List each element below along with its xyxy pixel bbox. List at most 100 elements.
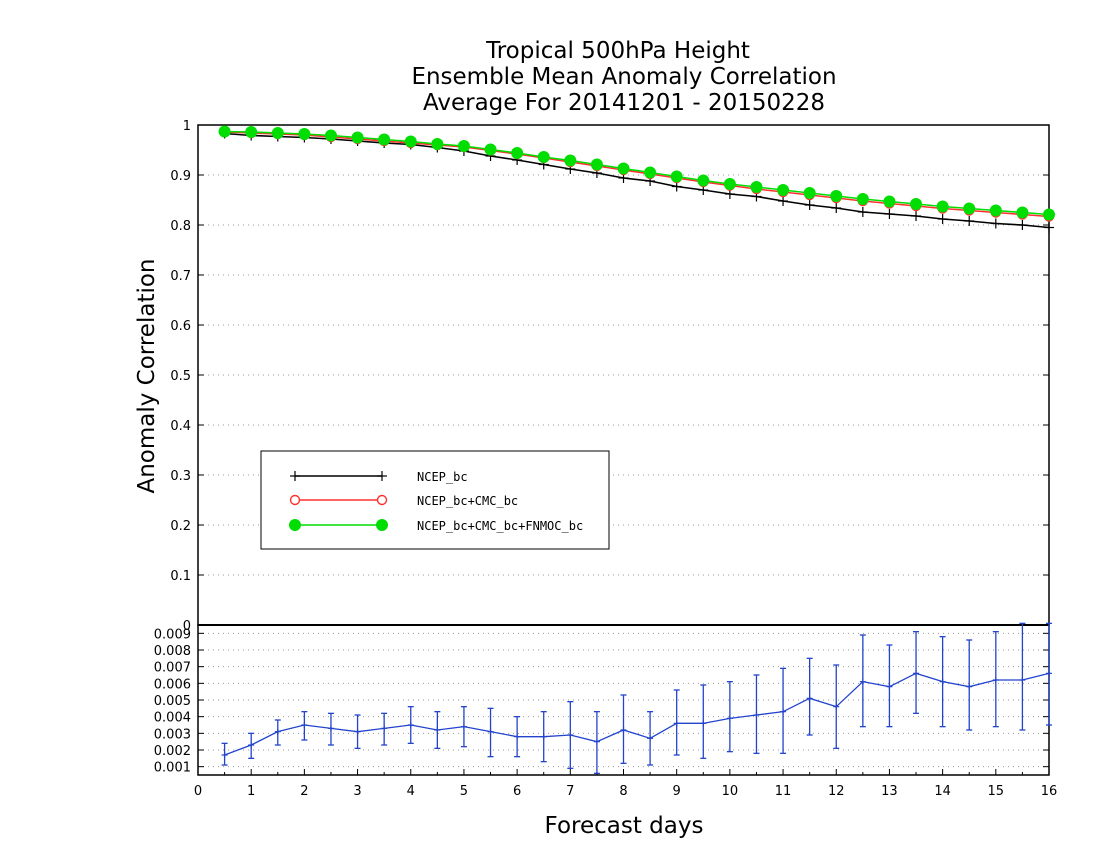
difference-point bbox=[966, 683, 973, 690]
series-point-ncep-bc bbox=[1017, 220, 1028, 230]
anomaly-correlation-panel: 0 0.1 0.2 0.3 0.4 0.5 0.6 0.7 0.8 0.9 1 bbox=[170, 119, 1055, 634]
difference-point bbox=[301, 722, 308, 728]
series-point-ncep-cmc-fnmoc bbox=[644, 166, 657, 179]
top-y-tick-label: 0.3 bbox=[170, 469, 191, 484]
difference-point bbox=[593, 738, 600, 745]
series-point-ncep-bc bbox=[804, 200, 815, 210]
legend-label-2: NCEP_bc+CMC_bc+FNMOC_bc bbox=[417, 519, 583, 533]
difference-point bbox=[460, 723, 467, 730]
series-point-ncep-bc bbox=[964, 216, 975, 226]
x-tick-label: 6 bbox=[513, 784, 521, 799]
y-axis-label: Anomaly Correlation bbox=[134, 258, 160, 493]
x-tick-label: 7 bbox=[566, 784, 574, 799]
difference-point bbox=[939, 678, 946, 685]
difference-point bbox=[327, 725, 334, 732]
difference-line bbox=[224, 672, 1050, 756]
difference-point bbox=[726, 715, 733, 722]
x-tick-label: 15 bbox=[988, 784, 1005, 799]
bottom-y-tick-label: 0.001 bbox=[154, 761, 191, 776]
series-point-ncep-cmc-fnmoc bbox=[936, 200, 949, 213]
x-tick-label: 2 bbox=[300, 784, 308, 799]
series-point-ncep-cmc-fnmoc bbox=[218, 125, 231, 138]
difference-point bbox=[381, 725, 388, 732]
series-point-ncep-bc bbox=[857, 207, 868, 217]
x-tick-label: 14 bbox=[934, 784, 951, 799]
difference-point bbox=[407, 722, 414, 728]
series-point-ncep-cmc-fnmoc bbox=[670, 170, 683, 183]
x-tick-label: 4 bbox=[407, 784, 415, 799]
top-y-tick-label: 0.5 bbox=[170, 369, 191, 384]
difference-point bbox=[354, 728, 361, 735]
bottom-y-tick-label: 0.009 bbox=[154, 627, 191, 642]
bottom-y-tick-label: 0.002 bbox=[154, 744, 191, 759]
x-tick-label: 5 bbox=[460, 784, 468, 799]
difference-point bbox=[700, 720, 707, 727]
top-y-tick-label: 1 bbox=[183, 119, 191, 134]
difference-point bbox=[514, 733, 521, 740]
series-point-ncep-cmc-fnmoc bbox=[378, 133, 391, 146]
series-point-ncep-cmc-fnmoc bbox=[564, 154, 577, 167]
series-point-ncep-cmc-fnmoc bbox=[271, 127, 284, 139]
legend-marker bbox=[376, 519, 388, 531]
series-point-ncep-cmc-fnmoc bbox=[1043, 208, 1055, 221]
top-y-tick-label: 0.2 bbox=[170, 519, 191, 534]
difference-point bbox=[753, 712, 760, 718]
series-point-ncep-bc bbox=[884, 209, 895, 219]
x-tick-label: 8 bbox=[619, 784, 627, 799]
legend: NCEP_bc NCEP_bc+CMC_bc NCEP_bc+CMC_bc+FNMO… bbox=[260, 450, 610, 550]
difference-point bbox=[913, 670, 920, 677]
series-point-ncep-bc bbox=[1044, 222, 1054, 233]
series-line-0 bbox=[224, 132, 1050, 229]
difference-point bbox=[620, 727, 627, 733]
series-point-ncep-cmc-fnmoc bbox=[590, 158, 603, 171]
top-y-tick-label: 0.9 bbox=[170, 169, 191, 184]
difference-point bbox=[806, 695, 813, 702]
series-point-ncep-cmc-fnmoc bbox=[750, 181, 763, 193]
series-point-ncep-cmc-fnmoc bbox=[697, 174, 710, 187]
difference-point bbox=[833, 703, 840, 710]
bottom-y-tick-label: 0.005 bbox=[154, 694, 191, 709]
difference-point bbox=[1019, 677, 1026, 683]
x-tick-label: 0 bbox=[194, 784, 202, 799]
difference-point bbox=[487, 728, 494, 735]
bottom-y-tick-label: 0.008 bbox=[154, 644, 191, 659]
x-tick-label: 1 bbox=[247, 784, 255, 799]
series-point-ncep-cmc-fnmoc bbox=[245, 126, 258, 138]
series-point-ncep-bc bbox=[831, 203, 842, 213]
x-tick-label: 9 bbox=[673, 784, 681, 799]
series-point-ncep-cmc-fnmoc bbox=[723, 178, 736, 190]
legend-label-0: NCEP_bc bbox=[417, 470, 468, 484]
chart-title-line-2: Ensemble Mean Anomaly Correlation bbox=[411, 64, 836, 90]
chart-title-line-1: Tropical 500hPa Height bbox=[485, 38, 750, 64]
x-axis-label: Forecast days bbox=[545, 813, 704, 839]
series-point-ncep-cmc-fnmoc bbox=[431, 138, 444, 150]
top-y-tick-label: 0.8 bbox=[170, 219, 191, 234]
difference-point bbox=[540, 733, 547, 740]
series-point-ncep-cmc-fnmoc bbox=[777, 184, 790, 196]
series-point-ncep-cmc-fnmoc bbox=[617, 162, 630, 175]
difference-point bbox=[673, 720, 680, 727]
x-tick-label: 3 bbox=[353, 784, 361, 799]
difference-point bbox=[248, 742, 255, 748]
difference-point bbox=[221, 752, 228, 758]
top-y-tick-label: 0.4 bbox=[170, 419, 191, 434]
difference-point bbox=[992, 677, 999, 683]
x-tick-label: 16 bbox=[1041, 784, 1058, 799]
series-line-1 bbox=[224, 131, 1050, 218]
series-point-ncep-cmc-fnmoc bbox=[351, 131, 364, 144]
difference-point bbox=[886, 683, 893, 690]
bottom-y-tick-label: 0.006 bbox=[154, 677, 191, 692]
top-y-tick-label: 0.1 bbox=[170, 569, 191, 584]
series-point-ncep-bc bbox=[937, 214, 948, 224]
series-point-ncep-cmc-fnmoc bbox=[989, 204, 1002, 217]
series-point-ncep-cmc-fnmoc bbox=[298, 128, 311, 140]
series-point-ncep-cmc-fnmoc bbox=[883, 195, 896, 208]
series-point-ncep-cmc-fnmoc bbox=[324, 129, 337, 142]
series-point-ncep-cmc-fnmoc bbox=[484, 143, 497, 156]
difference-point bbox=[1046, 670, 1052, 677]
x-tick-label: 12 bbox=[828, 784, 845, 799]
series-point-ncep-bc bbox=[778, 196, 789, 206]
series-point-ncep-cmc-fnmoc bbox=[910, 198, 923, 210]
x-tick-label: 11 bbox=[775, 784, 792, 799]
